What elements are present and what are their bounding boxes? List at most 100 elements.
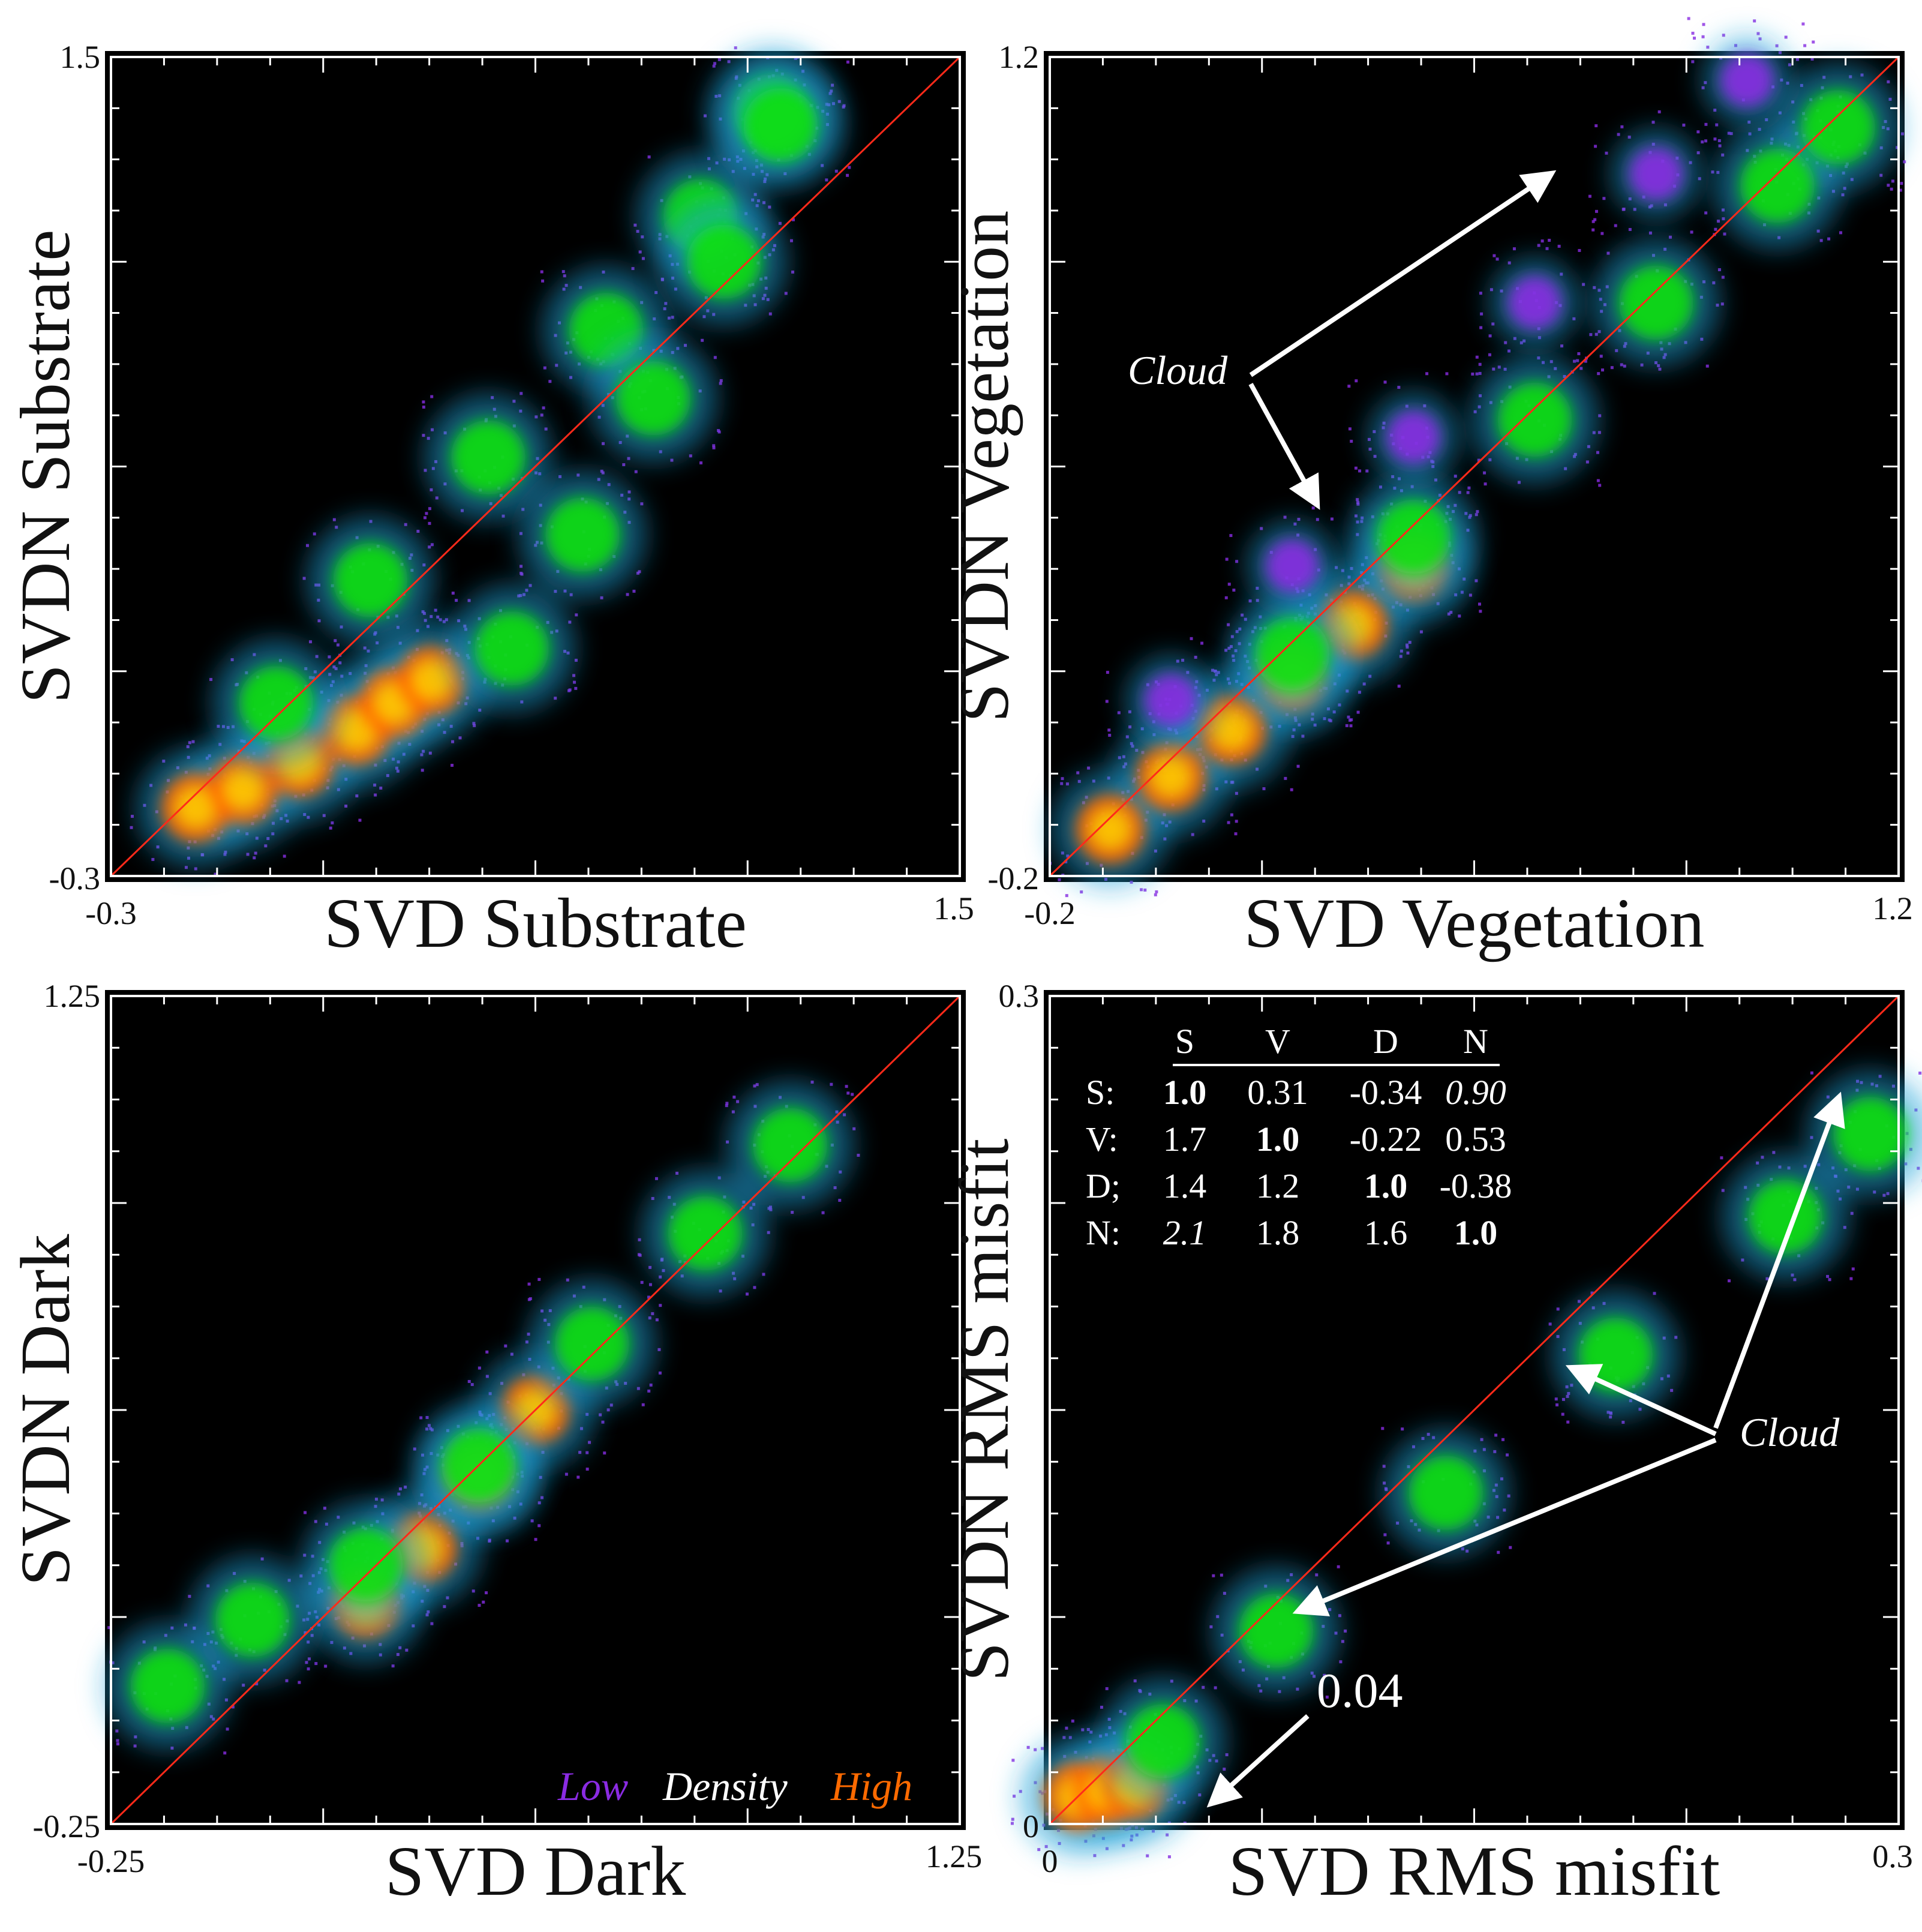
density-point <box>530 1519 534 1523</box>
density-point <box>1190 637 1193 640</box>
density-point <box>478 1366 481 1370</box>
density-point <box>601 1420 605 1424</box>
density-mark-peak <box>1212 710 1251 749</box>
density-point <box>329 826 332 830</box>
density-point <box>704 114 707 118</box>
density-point <box>1723 232 1726 236</box>
density-point <box>1617 133 1620 136</box>
density-mark <box>475 611 549 686</box>
density-point <box>1566 1394 1569 1398</box>
density-point <box>470 1383 474 1387</box>
density-point <box>1235 560 1239 563</box>
density-point <box>1354 466 1358 470</box>
density-point <box>1682 124 1686 127</box>
density-point <box>640 1280 644 1284</box>
density-point <box>1339 1660 1343 1664</box>
density-mark <box>743 88 818 163</box>
density-point <box>439 618 442 622</box>
density-mark <box>1629 148 1683 200</box>
density-point <box>1362 682 1366 686</box>
density-point <box>1479 610 1482 613</box>
density-point <box>632 589 636 593</box>
density-point <box>1466 491 1470 494</box>
density-point <box>1491 322 1495 326</box>
density-point <box>379 786 383 790</box>
density-point <box>332 665 336 669</box>
density-point <box>328 655 331 659</box>
density-point <box>1234 832 1238 836</box>
density-point <box>1080 890 1083 894</box>
density-point <box>1545 247 1549 250</box>
density-point <box>1406 651 1410 655</box>
density-point <box>1702 23 1705 26</box>
table-cell: -0.38 <box>1440 1166 1512 1205</box>
density-point <box>1593 218 1597 221</box>
density-point <box>1483 471 1486 475</box>
density-mark <box>1748 1180 1823 1254</box>
correlation-table: S V D N S: 1.0 0.31 -0.34 0.90 V: 1.7 1.0 -0.22 0.53 D… <box>1086 1022 1512 1252</box>
density-point <box>115 1729 119 1733</box>
density-legend: Low Density High <box>557 1763 912 1809</box>
density-point <box>1117 711 1121 715</box>
density-cluster-core <box>130 1108 827 1723</box>
density-point <box>1627 136 1631 139</box>
density-point <box>1383 1533 1387 1537</box>
density-point <box>317 619 321 623</box>
density-point <box>445 618 448 622</box>
density-point <box>1828 1278 1831 1282</box>
density-point <box>1365 469 1369 473</box>
table-cell: 1.2 <box>1256 1166 1300 1205</box>
density-point <box>344 805 348 808</box>
x-tick-label: -0.25 <box>77 1843 145 1879</box>
density-point <box>1347 715 1350 719</box>
density-point <box>542 406 545 410</box>
density-point <box>1338 1614 1341 1618</box>
density-mark <box>668 1196 743 1271</box>
density-point <box>1341 1640 1344 1643</box>
density-point <box>1772 1151 1776 1154</box>
density-point <box>188 741 191 745</box>
density-point <box>1488 334 1492 338</box>
table-header: N <box>1463 1022 1488 1061</box>
density-point <box>1721 1189 1725 1192</box>
density-point <box>1108 733 1112 737</box>
density-point <box>1284 776 1287 780</box>
density-point <box>405 1648 409 1652</box>
density-point <box>1537 244 1540 247</box>
density-point <box>627 457 630 460</box>
density-point <box>1227 583 1231 586</box>
density-point <box>1191 833 1194 836</box>
density-point <box>1599 355 1603 358</box>
density-point <box>298 1681 301 1684</box>
density-point <box>1722 34 1725 37</box>
table-cell: 0.53 <box>1445 1120 1506 1159</box>
density-point <box>574 658 578 662</box>
density-point <box>1849 1277 1853 1280</box>
density-point <box>1717 268 1721 272</box>
density-point <box>1561 1397 1565 1401</box>
density-point <box>1827 237 1831 241</box>
density-point <box>430 543 434 547</box>
density-point <box>1140 888 1143 892</box>
density-point <box>1230 813 1233 817</box>
table-cell: -0.22 <box>1350 1120 1422 1159</box>
density-point <box>1540 239 1544 243</box>
density-point <box>564 1472 568 1476</box>
density-point <box>1224 649 1228 652</box>
density-point <box>1034 1748 1037 1751</box>
annotation-misfit-offset: 0.04 <box>1206 1663 1403 1808</box>
density-point <box>1475 372 1479 376</box>
density-point <box>717 430 721 434</box>
density-point <box>1729 132 1733 136</box>
density-point <box>1026 1745 1030 1749</box>
density-point <box>1501 1438 1504 1441</box>
density-point <box>1765 1277 1769 1280</box>
density-point <box>1041 1747 1044 1750</box>
density-point <box>1555 1403 1559 1406</box>
axis-ticks <box>1049 56 1900 877</box>
reference-line-1to1 <box>1049 995 1900 1825</box>
density-mark <box>1125 1704 1200 1778</box>
density-point <box>1478 371 1482 375</box>
density-point <box>789 239 793 242</box>
density-point <box>566 1278 569 1282</box>
